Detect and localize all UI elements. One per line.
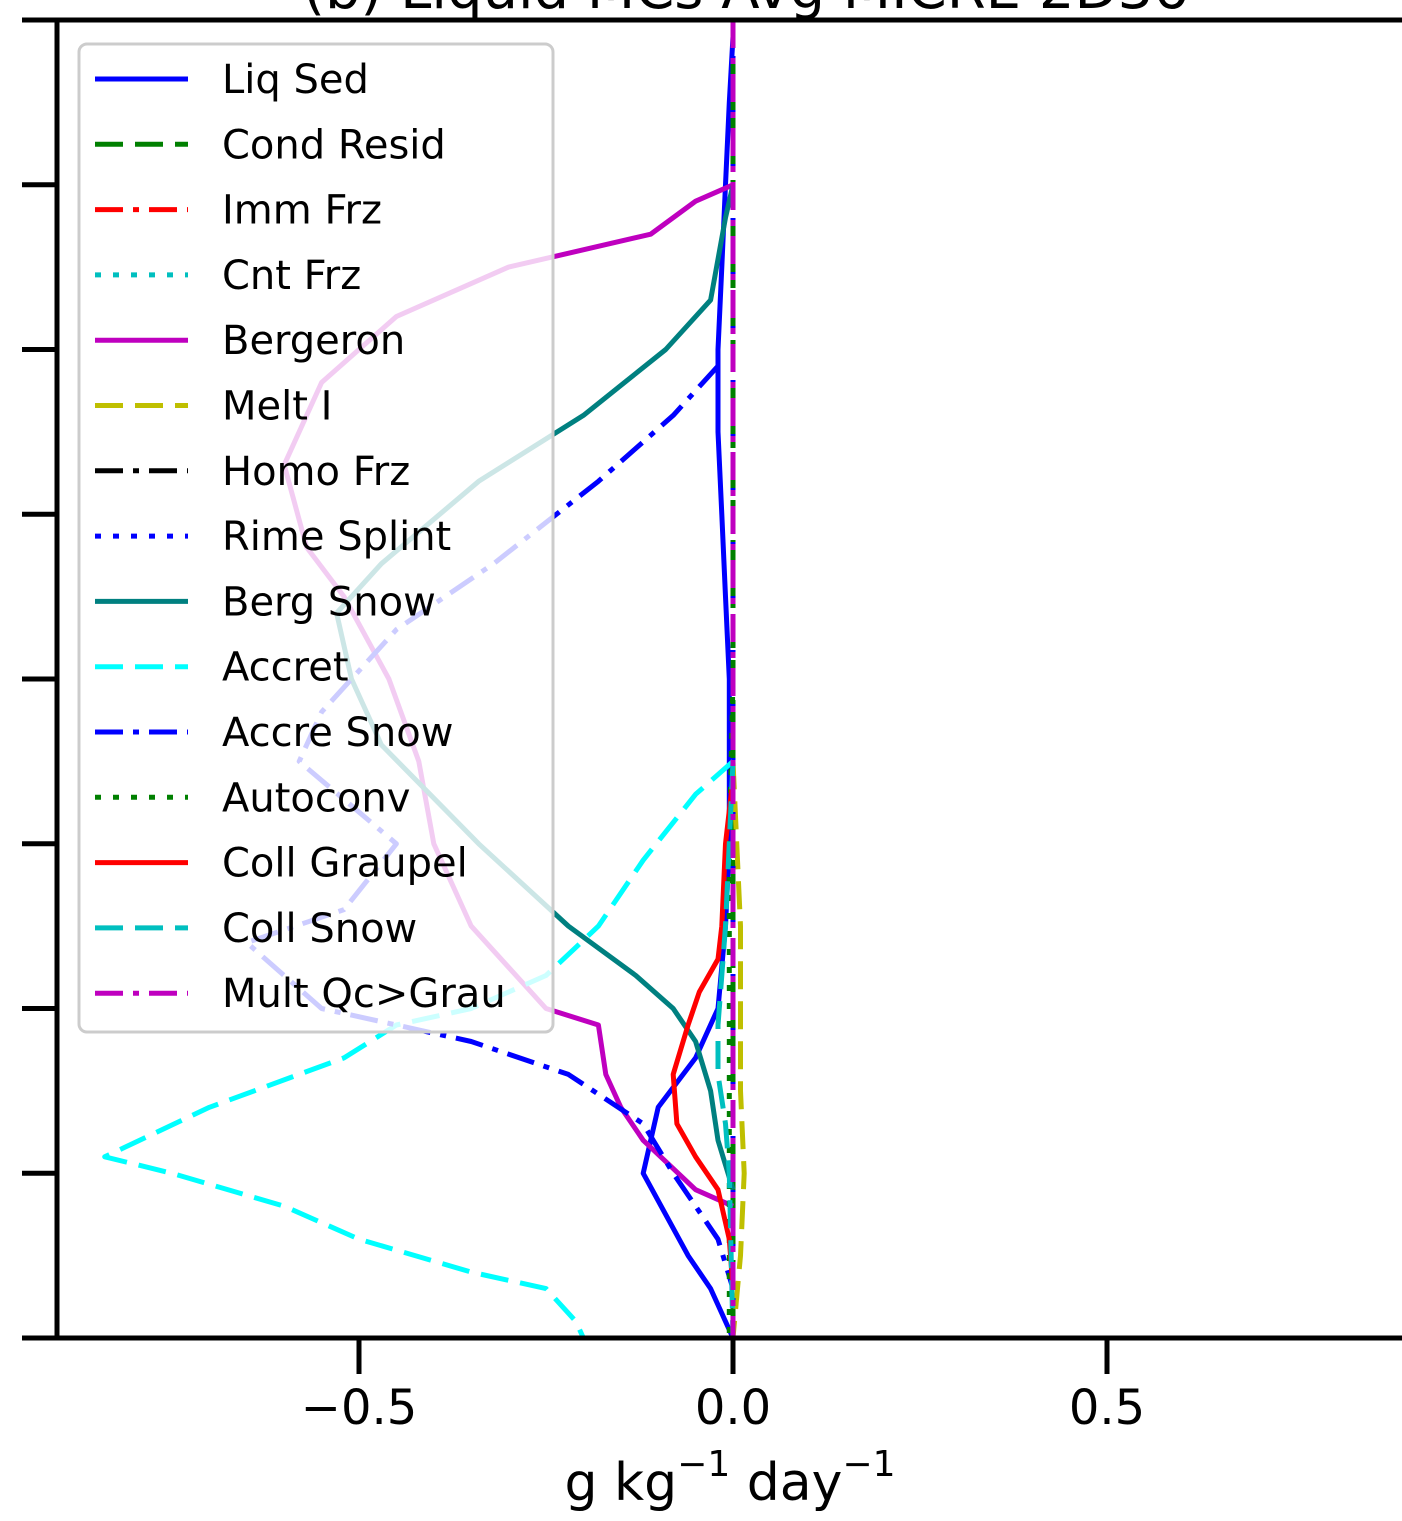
legend-label: Cond Resid — [222, 122, 446, 168]
legend-item-accre-snow: Accre Snow — [95, 710, 453, 756]
legend-label: Coll Graupel — [222, 841, 468, 887]
legend-frame — [77, 42, 555, 1034]
series-line-coll-graupel — [670, 777, 736, 1289]
legend: Liq Sed Cond Resid Imm Frz Cnt Frz Bergeron M… — [77, 42, 555, 1034]
legend-label: Liq Sed — [222, 57, 369, 103]
legend-item-berg-snow: Berg Snow — [95, 579, 436, 625]
legend-item-accret: Accret — [95, 645, 349, 691]
legend-item-cnt-frz: Cnt Frz — [95, 253, 361, 299]
legend-label: Cnt Frz — [222, 253, 361, 299]
x-tick-label: 0.0 — [695, 1380, 771, 1436]
legend-item-autoconv: Autoconv — [95, 775, 410, 821]
x-tick-label: −0.5 — [301, 1380, 418, 1436]
legend-label: Accre Snow — [222, 710, 453, 756]
legend-label: Homo Frz — [222, 449, 410, 495]
legend-label: Autoconv — [222, 775, 410, 821]
legend-item-imm-frz: Imm Frz — [95, 188, 382, 234]
x-axis-title: g kg−1 day−1 — [564, 1444, 895, 1513]
legend-label: Imm Frz — [222, 188, 382, 234]
legend-label: Coll Snow — [222, 906, 417, 952]
x-ticks: −0.5 0.0 0.5 — [301, 1338, 1145, 1436]
series-line-melt-i — [730, 761, 747, 1339]
legend-label: Berg Snow — [222, 579, 436, 625]
chart-title: (b) Liquid MCs Avg MICRE 2D36 — [303, 0, 1189, 22]
legend-item-coll-graupel: Coll Graupel — [95, 841, 468, 887]
legend-item-cond-resid: Cond Resid — [95, 122, 446, 168]
y-ticks — [22, 17, 57, 1341]
legend-label: Accret — [222, 645, 349, 691]
legend-label: Melt I — [222, 384, 332, 430]
legend-label: Mult Qc>Grau — [222, 971, 506, 1017]
legend-item-liq-sed: Liq Sed — [95, 57, 369, 103]
legend-label: Rime Splint — [222, 514, 451, 560]
legend-item-bergeron: Bergeron — [95, 318, 405, 364]
series-line-coll-snow — [715, 761, 736, 1339]
legend-item-mult-qc-grau: Mult Qc>Grau — [95, 971, 506, 1017]
x-tick-label: 0.5 — [1069, 1380, 1145, 1436]
legend-item-coll-snow: Coll Snow — [95, 906, 417, 952]
legend-label: Bergeron — [222, 318, 405, 364]
legend-item-melt-i: Melt I — [95, 384, 332, 430]
legend-item-rime-splint: Rime Splint — [95, 514, 451, 560]
legend-item-homo-frz: Homo Frz — [95, 449, 410, 495]
series-line-accret — [102, 759, 735, 1340]
